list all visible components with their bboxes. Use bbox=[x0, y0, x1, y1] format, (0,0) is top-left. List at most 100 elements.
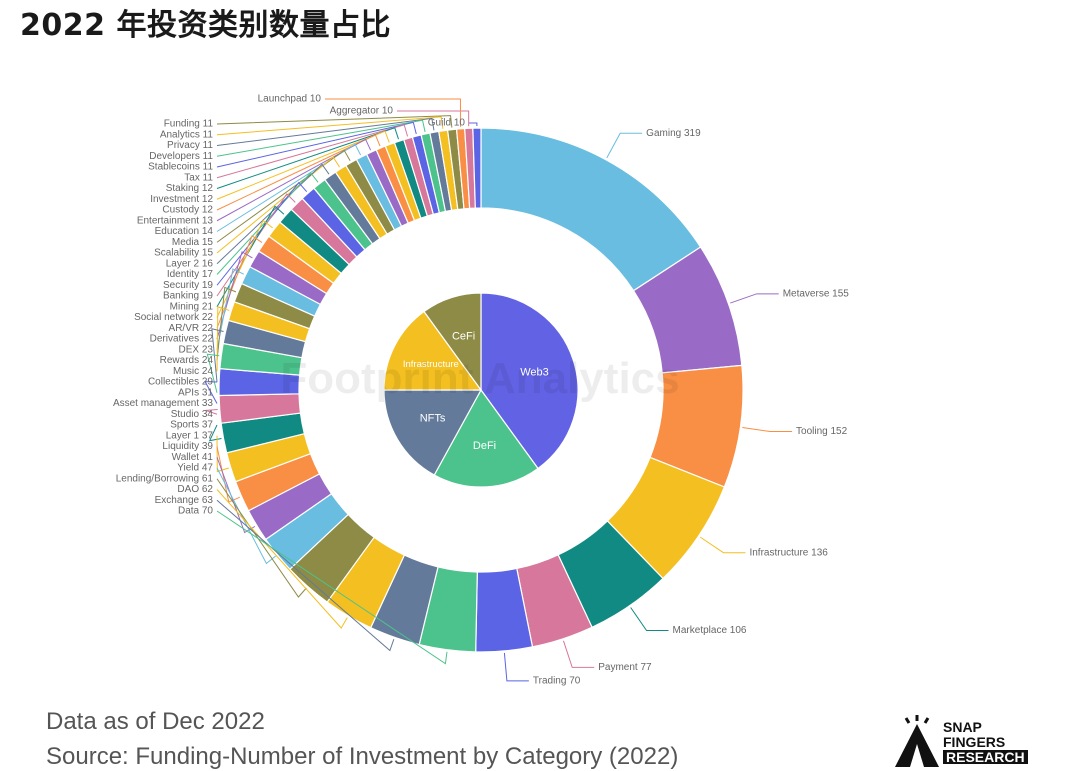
slice-label-launchpad-10: Launchpad 10 bbox=[258, 94, 322, 105]
slice-label-banking-19: Banking 19 bbox=[163, 291, 213, 302]
slice-label-collectibles-29: Collectibles 29 bbox=[148, 377, 213, 388]
leader-line bbox=[216, 130, 390, 200]
slice-label-liquidity-39: Liquidity 39 bbox=[162, 441, 213, 452]
inner-slice-infrastructure bbox=[383, 310, 483, 391]
inner-label-infrastructure: Infrastructure bbox=[403, 359, 459, 370]
slice-label-sports-37: Sports 37 bbox=[170, 420, 213, 431]
leader-line bbox=[730, 293, 779, 304]
leader-line bbox=[742, 427, 793, 432]
inner-label-nfts: NFTs bbox=[420, 413, 446, 425]
leader-line bbox=[216, 117, 435, 146]
watermark-text: Footprint Analytics bbox=[280, 354, 679, 403]
leader-line bbox=[216, 467, 277, 565]
slice-label-media-15: Media 15 bbox=[172, 237, 214, 248]
leader-line bbox=[216, 172, 319, 275]
leader-line bbox=[211, 328, 224, 383]
leader-line bbox=[606, 132, 643, 159]
source-note: Source: Funding-Number of Investment by … bbox=[46, 743, 679, 770]
slice-label-security-19: Security 19 bbox=[163, 280, 213, 291]
inner-label-web3: Web3 bbox=[520, 367, 549, 379]
leader-line bbox=[563, 640, 595, 668]
data-note: Data as of Dec 2022 bbox=[46, 708, 265, 735]
inner-slice-cefi bbox=[423, 292, 482, 392]
leader-line bbox=[216, 119, 426, 157]
slice-label-marketplace-106: Marketplace 106 bbox=[673, 625, 747, 636]
leader-line bbox=[630, 607, 669, 632]
inner-labels: Web3 DeFi NFTs Infrastructure CeFi bbox=[403, 330, 549, 452]
slice-label-entertainment-13: Entertainment 13 bbox=[137, 215, 214, 226]
slice-label-wallet-41: Wallet 41 bbox=[172, 452, 214, 463]
slice-label-studio-34: Studio 34 bbox=[171, 409, 214, 420]
slice-label-aggregator-10: Aggregator 10 bbox=[330, 106, 394, 117]
leader-line bbox=[208, 424, 222, 442]
leader-line bbox=[216, 163, 330, 265]
logo-mark-icon bbox=[895, 715, 939, 767]
leader-line bbox=[397, 110, 470, 127]
leader-line bbox=[216, 149, 351, 243]
logo-word-3: RESEARCH bbox=[943, 750, 1028, 764]
leader-line bbox=[216, 156, 340, 254]
leader-line bbox=[206, 353, 220, 393]
slice-label-lending-borrowing-61: Lending/Borrowing 61 bbox=[116, 473, 214, 484]
leader-line bbox=[216, 510, 448, 665]
inner-label-cefi: CeFi bbox=[452, 330, 475, 342]
slice-label-investment-12: Investment 12 bbox=[150, 194, 213, 205]
logo-word-2: FINGERS bbox=[943, 734, 1006, 750]
leader-line bbox=[216, 116, 444, 136]
leader-line bbox=[469, 122, 478, 127]
outer-labels: Gaming 319 Metaverse 155 Tooling 152 Infras… bbox=[113, 94, 849, 687]
slice-label-identity-17: Identity 17 bbox=[167, 269, 214, 280]
leader-line bbox=[216, 286, 237, 361]
leader-lines bbox=[204, 98, 793, 682]
slice-label-dao-62: DAO 62 bbox=[177, 484, 213, 495]
slice-label-tooling-152: Tooling 152 bbox=[796, 426, 848, 437]
leader-line bbox=[204, 381, 218, 404]
slice-label-exchange-63: Exchange 63 bbox=[155, 495, 214, 506]
slice-label-asset-management-33: Asset management 33 bbox=[113, 398, 213, 409]
inner-slice-web3 bbox=[480, 292, 579, 470]
slice-label-metaverse-155: Metaverse 155 bbox=[783, 288, 850, 299]
leader-line bbox=[503, 652, 529, 682]
slice-label-derivatives-22: Derivatives 22 bbox=[150, 334, 214, 345]
slice-label-layer-2-16: Layer 2 16 bbox=[166, 258, 214, 269]
slice-label-layer-1-37: Layer 1 37 bbox=[166, 430, 214, 441]
leader-line bbox=[216, 124, 409, 179]
slice-label-payment-77: Payment 77 bbox=[598, 662, 652, 673]
inner-slice-nfts bbox=[383, 389, 483, 476]
outer-ring bbox=[218, 127, 744, 653]
leader-line bbox=[216, 499, 395, 652]
leader-line bbox=[216, 181, 308, 286]
slice-label-tax-11: Tax 11 bbox=[184, 172, 213, 183]
slice-label-infrastructure-136: Infrastructure 136 bbox=[749, 547, 828, 558]
slice-label-guild-10: Guild 10 bbox=[428, 118, 466, 129]
slice-label-social-network-22: Social network 22 bbox=[134, 312, 213, 323]
outer-slice-gaming-319 bbox=[480, 127, 702, 292]
donut-chart: Footprint Analytics Gaming 319 Metaverse … bbox=[113, 94, 849, 687]
inner-pie bbox=[383, 292, 579, 488]
leader-line bbox=[216, 121, 417, 168]
leader-line bbox=[205, 409, 218, 415]
slice-label-scalability-15: Scalability 15 bbox=[154, 248, 213, 259]
slice-label-staking-12: Staking 12 bbox=[166, 183, 214, 194]
slice-label-music-24: Music 24 bbox=[173, 366, 213, 377]
leader-line bbox=[216, 115, 453, 128]
slice-label-apis-31: APIs 31 bbox=[178, 387, 213, 398]
inner-label-defi: DeFi bbox=[473, 440, 496, 452]
slice-label-data-70: Data 70 bbox=[178, 506, 213, 517]
slice-label-developers-11: Developers 11 bbox=[149, 151, 213, 162]
snap-fingers-logo: SNAP FINGERS RESEARCH bbox=[893, 714, 1063, 767]
leader-line bbox=[216, 143, 362, 232]
slice-label-dex-23: DEX 23 bbox=[179, 344, 214, 355]
slice-label-trading-70: Trading 70 bbox=[533, 675, 581, 686]
slice-label-gaming-319: Gaming 319 bbox=[646, 128, 701, 139]
logo-word-1: SNAP bbox=[943, 719, 982, 735]
slice-label-analytics-11: Analytics 11 bbox=[160, 129, 214, 140]
slice-label-privacy-11: Privacy 11 bbox=[167, 140, 213, 151]
slice-label-yield-47: Yield 47 bbox=[177, 463, 213, 474]
slice-label-ar-vr-22: AR/VR 22 bbox=[169, 323, 214, 334]
slice-label-mining-21: Mining 21 bbox=[170, 301, 214, 312]
slice-label-funding-11: Funding 11 bbox=[164, 119, 214, 130]
leader-line bbox=[216, 478, 307, 598]
leader-line bbox=[216, 127, 399, 189]
leader-line bbox=[216, 134, 381, 211]
